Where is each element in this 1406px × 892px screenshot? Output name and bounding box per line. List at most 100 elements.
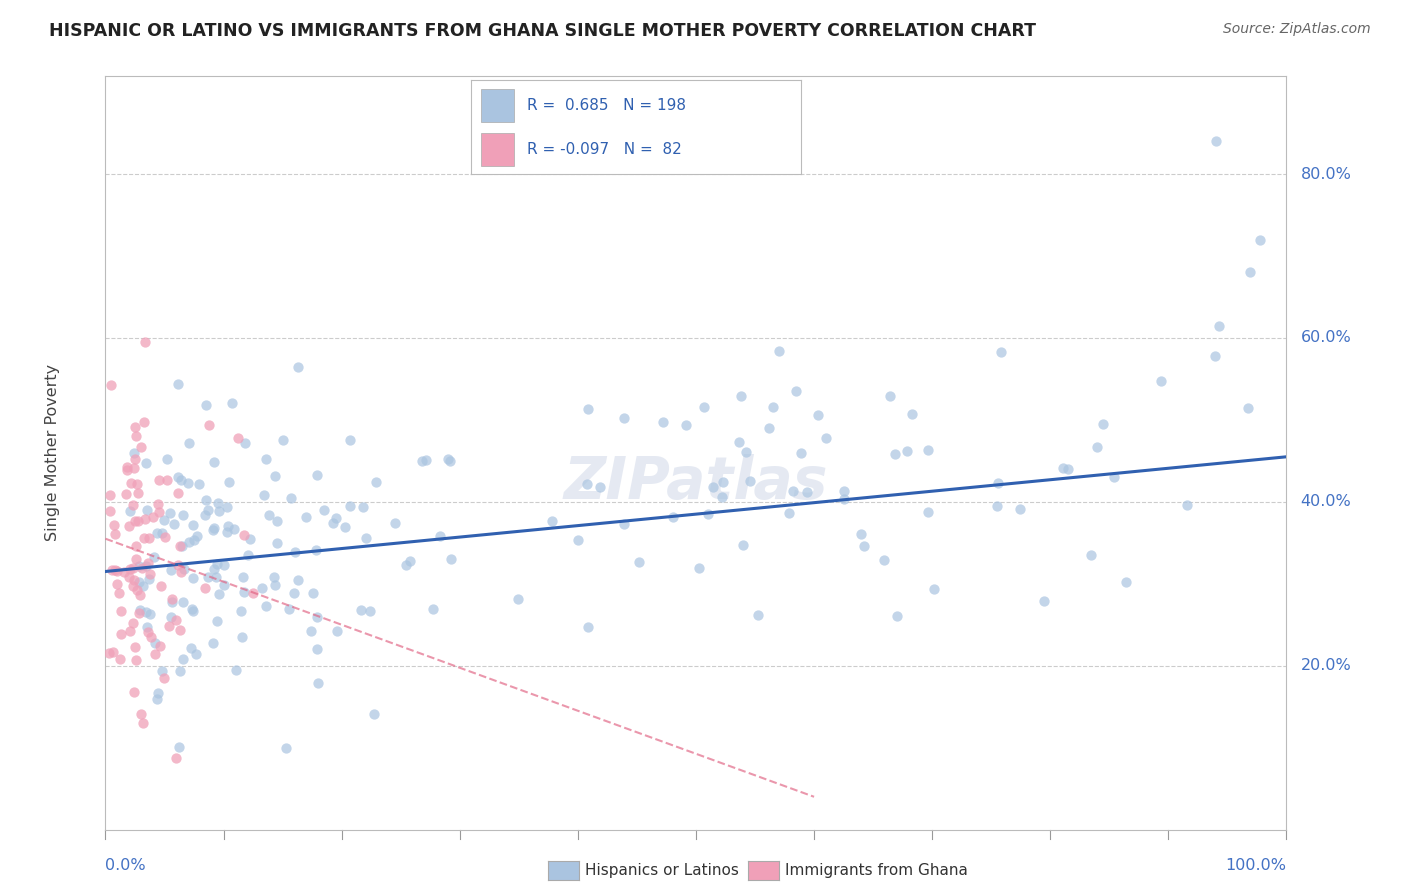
Point: [142, 510, 165, 524]
Point: [104, 527, 127, 541]
Point: [136, 625, 159, 640]
Point: [873, 552, 896, 566]
Point: [711, 490, 734, 504]
Text: R =  0.685   N = 198: R = 0.685 N = 198: [527, 98, 686, 113]
Point: [399, 554, 422, 568]
Point: [115, 487, 138, 501]
Point: [662, 510, 685, 524]
Point: [150, 664, 173, 678]
Point: [305, 609, 328, 624]
Point: [333, 520, 356, 534]
Text: ZIPatlas: ZIPatlas: [564, 454, 828, 511]
Point: [266, 536, 288, 550]
Point: [879, 389, 901, 403]
Text: Source: ZipAtlas.com: Source: ZipAtlas.com: [1223, 22, 1371, 37]
Point: [170, 565, 193, 579]
Point: [139, 607, 162, 621]
Point: [782, 484, 804, 499]
Point: [305, 543, 328, 558]
Point: [125, 539, 148, 553]
Point: [727, 434, 749, 449]
Point: [105, 577, 128, 591]
Point: [277, 602, 299, 616]
Point: [148, 473, 170, 487]
Point: [884, 447, 907, 461]
Point: [1208, 319, 1230, 334]
Point: [177, 475, 200, 490]
Point: [853, 539, 876, 553]
Point: [271, 433, 294, 447]
Point: [125, 653, 148, 667]
Point: [197, 503, 219, 517]
Point: [167, 376, 190, 391]
Point: [117, 570, 139, 584]
Point: [814, 431, 837, 445]
Point: [702, 480, 724, 494]
Point: [896, 444, 918, 458]
Point: [415, 453, 437, 467]
Point: [238, 548, 260, 562]
Point: [768, 344, 790, 359]
Point: [1115, 574, 1137, 589]
Point: [187, 476, 209, 491]
Point: [986, 499, 1008, 513]
Point: [218, 475, 240, 489]
Point: [153, 671, 176, 685]
Point: [173, 561, 195, 575]
Point: [149, 579, 172, 593]
Point: [439, 454, 461, 468]
Point: [146, 497, 169, 511]
Point: [202, 562, 225, 576]
Point: [167, 485, 190, 500]
Point: [429, 529, 451, 543]
Point: [613, 410, 636, 425]
Point: [1239, 265, 1261, 279]
Point: [215, 524, 238, 539]
Point: [197, 570, 219, 584]
Point: [120, 476, 142, 491]
Point: [135, 558, 157, 573]
Point: [205, 614, 228, 628]
Point: [222, 522, 245, 536]
Point: [146, 691, 169, 706]
Point: [122, 460, 145, 475]
Text: 80.0%: 80.0%: [1301, 167, 1351, 182]
Point: [127, 514, 149, 528]
Point: [1085, 440, 1108, 454]
Point: [181, 604, 204, 618]
Point: [132, 415, 155, 429]
Point: [226, 431, 249, 445]
Point: [283, 586, 305, 600]
Point: [832, 483, 855, 498]
Point: [152, 526, 174, 541]
Point: [148, 505, 170, 519]
Point: [165, 613, 187, 627]
Text: 40.0%: 40.0%: [1301, 494, 1351, 509]
Point: [201, 524, 224, 538]
Point: [138, 531, 160, 545]
Point: [1102, 470, 1125, 484]
Point: [307, 641, 329, 656]
Point: [124, 420, 146, 434]
Point: [124, 551, 146, 566]
Point: [922, 582, 945, 596]
Point: [146, 685, 169, 699]
Point: [135, 620, 157, 634]
Point: [354, 531, 377, 545]
Point: [186, 647, 208, 661]
Point: [253, 488, 276, 502]
Point: [207, 496, 229, 510]
Point: [202, 636, 225, 650]
Point: [233, 585, 256, 599]
Point: [796, 485, 818, 500]
Point: [163, 516, 186, 531]
Point: [735, 445, 758, 459]
Point: [264, 469, 287, 483]
Point: [195, 399, 218, 413]
Point: [124, 514, 146, 528]
Point: [1057, 461, 1080, 475]
Point: [785, 384, 807, 399]
Point: [205, 557, 228, 571]
Point: [217, 519, 239, 533]
Point: [440, 551, 463, 566]
